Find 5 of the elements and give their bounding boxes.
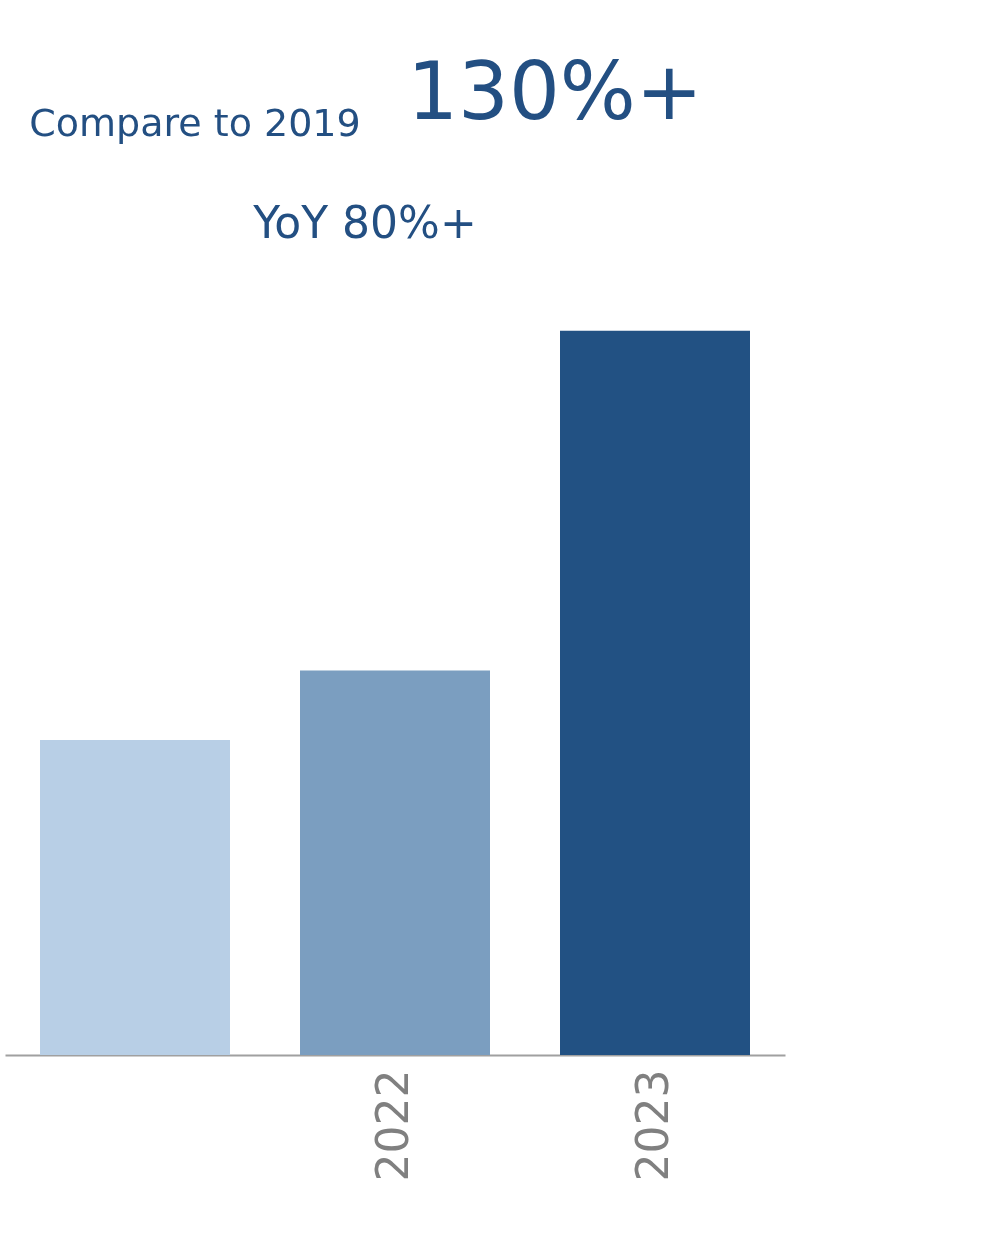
text: Compare to 2019 bbox=[29, 101, 361, 145]
text: YoY 80%+ bbox=[252, 197, 477, 248]
x-tick-label: 2023 bbox=[627, 1069, 678, 1182]
x-tick-label: 2022 bbox=[367, 1069, 418, 1182]
text: 130%+ bbox=[407, 45, 703, 138]
